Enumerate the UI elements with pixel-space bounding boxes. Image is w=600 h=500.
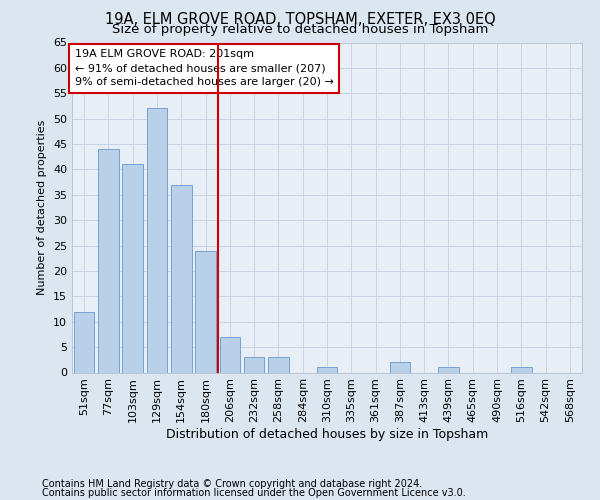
Bar — [146, 108, 167, 372]
Text: 19A ELM GROVE ROAD: 201sqm
← 91% of detached houses are smaller (207)
9% of semi: 19A ELM GROVE ROAD: 201sqm ← 91% of deta… — [74, 49, 334, 87]
Bar — [74, 312, 94, 372]
Bar — [389, 362, 410, 372]
Text: 19A, ELM GROVE ROAD, TOPSHAM, EXETER, EX3 0EQ: 19A, ELM GROVE ROAD, TOPSHAM, EXETER, EX… — [104, 12, 496, 26]
Bar — [171, 184, 191, 372]
Bar — [220, 337, 240, 372]
Y-axis label: Number of detached properties: Number of detached properties — [37, 120, 47, 295]
X-axis label: Distribution of detached houses by size in Topsham: Distribution of detached houses by size … — [166, 428, 488, 441]
Bar — [244, 358, 265, 372]
Bar — [195, 250, 216, 372]
Bar — [317, 368, 337, 372]
Bar — [122, 164, 143, 372]
Bar — [438, 368, 459, 372]
Bar — [511, 368, 532, 372]
Text: Contains HM Land Registry data © Crown copyright and database right 2024.: Contains HM Land Registry data © Crown c… — [42, 479, 422, 489]
Text: Size of property relative to detached houses in Topsham: Size of property relative to detached ho… — [112, 23, 488, 36]
Bar — [98, 149, 119, 372]
Text: Contains public sector information licensed under the Open Government Licence v3: Contains public sector information licen… — [42, 488, 466, 498]
Bar — [268, 358, 289, 372]
